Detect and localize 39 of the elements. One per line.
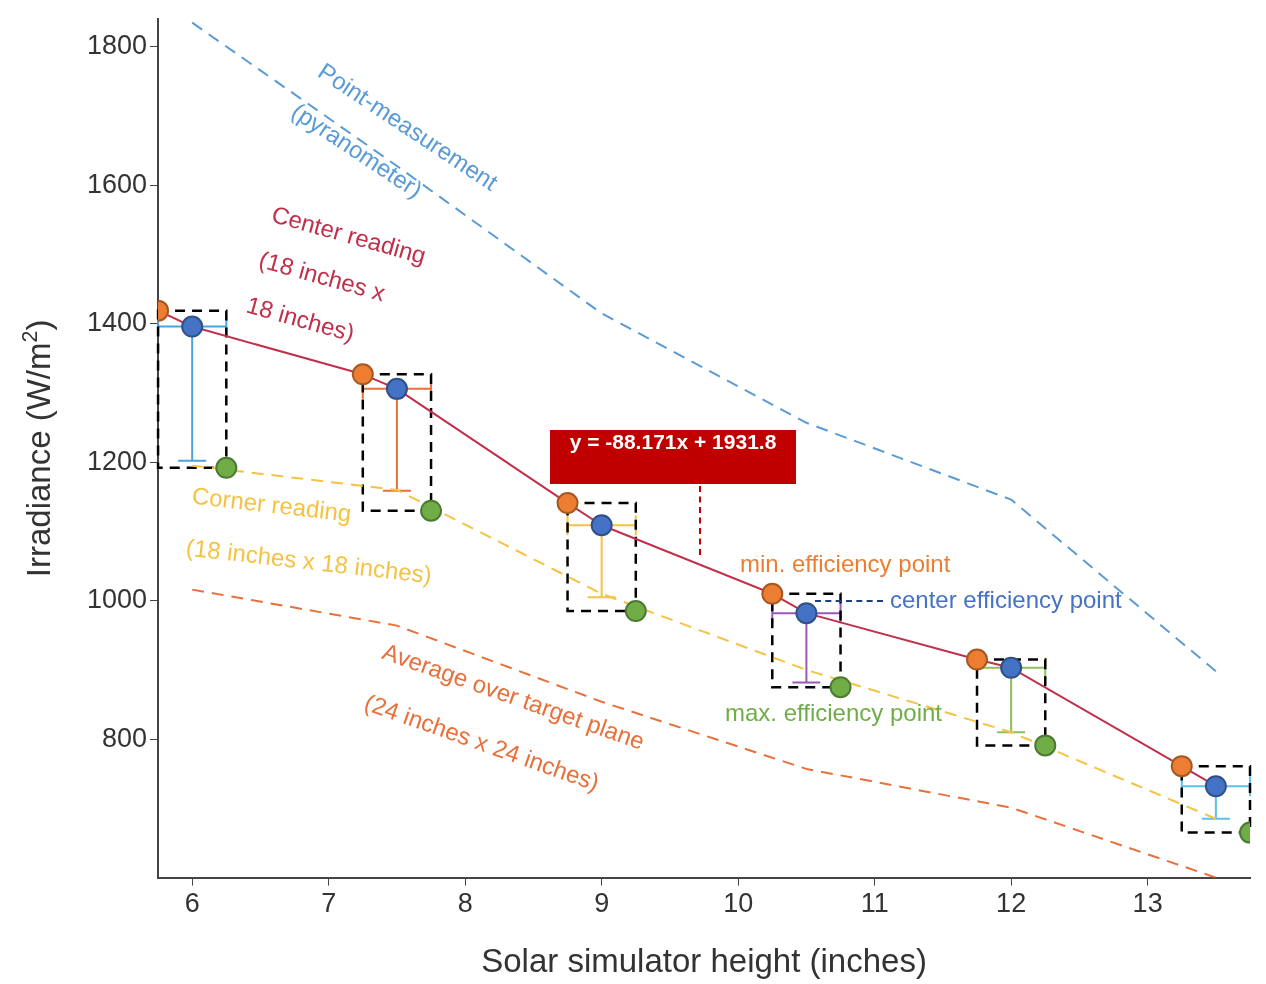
x-tick-label: 6 <box>184 888 200 919</box>
line-series <box>191 588 1217 878</box>
x-tick-label: 8 <box>457 888 473 919</box>
point <box>1170 755 1193 778</box>
point <box>590 514 613 537</box>
series-label: min. efficiency point <box>740 549 951 577</box>
x-tick-label: 10 <box>723 888 754 919</box>
x-tick-label: 12 <box>996 888 1027 919</box>
point <box>351 363 374 386</box>
point <box>385 377 408 400</box>
point <box>1204 775 1227 798</box>
y-tick-label: 800 <box>102 722 148 753</box>
y-axis-title: Irradiance (W/m2) <box>17 319 57 578</box>
point <box>829 676 852 699</box>
note-box: y = -88.171x + 1931.8 <box>550 430 796 484</box>
y-tick-label: 1600 <box>86 168 148 199</box>
x-axis-title: Solar simulator height (inches) <box>481 942 927 979</box>
y-tick-label: 1000 <box>86 584 148 615</box>
x-tick-label: 7 <box>321 888 337 919</box>
point <box>624 600 647 623</box>
point <box>1000 656 1023 679</box>
y-tick-label: 1800 <box>86 30 148 61</box>
text: center efficiency point <box>890 585 1123 613</box>
x-tick-label: 9 <box>594 888 610 919</box>
point <box>181 315 204 338</box>
text: Corner reading (18 inches x 18 inches) <box>184 481 434 589</box>
point <box>556 492 579 515</box>
series-label: max. efficiency point <box>725 698 943 726</box>
x-tick-label: 11 <box>860 888 889 919</box>
point <box>1034 734 1057 757</box>
y-tick-label: 1200 <box>86 445 148 476</box>
point <box>215 456 238 479</box>
x-tick-label: 13 <box>1132 888 1163 919</box>
point <box>761 582 784 605</box>
y-tick-label: 1400 <box>86 307 148 338</box>
text: Center reading (18 inches x 18 inches) <box>243 200 430 347</box>
point <box>966 648 989 671</box>
point <box>795 602 818 625</box>
point <box>420 499 443 522</box>
